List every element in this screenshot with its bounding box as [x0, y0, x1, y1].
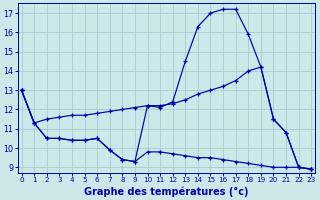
- X-axis label: Graphe des températures (°c): Graphe des températures (°c): [84, 186, 249, 197]
